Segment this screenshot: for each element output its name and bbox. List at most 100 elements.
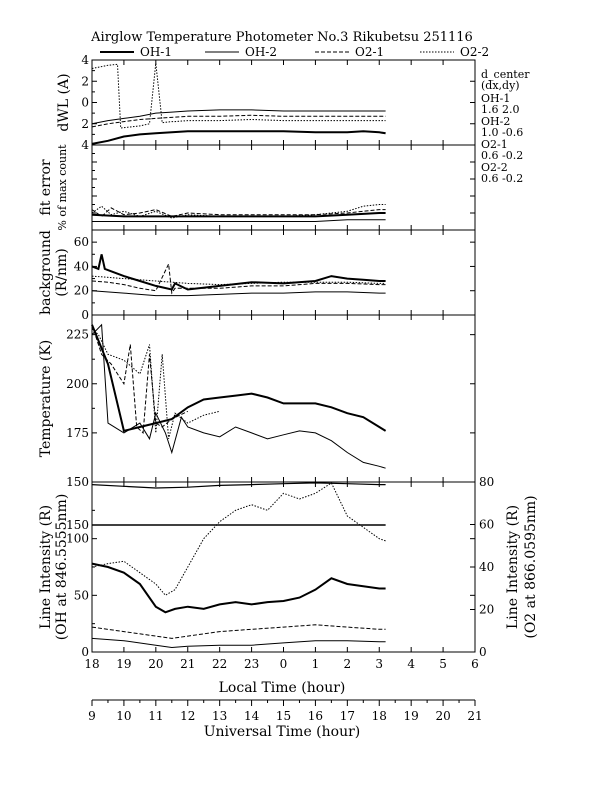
x-tick-label-local-7: 1 — [312, 657, 320, 671]
y-tick-label-intensity-1: 50 — [74, 588, 89, 602]
series-intensity-o22 — [91, 482, 386, 596]
side-info-value-2: 0.6 -0.2 — [481, 149, 523, 162]
y-tick-label-temp-2: 225 — [66, 328, 89, 342]
panel-temp: 175 200 225 Temperature (K) — [38, 314, 476, 483]
y-axis-label2-fit: % of max count — [56, 144, 69, 231]
x-tick-label-local-10: 4 — [407, 657, 415, 671]
y-tick-label-dwl-1: 2 — [81, 117, 89, 131]
series-bg-oh2 — [91, 290, 386, 297]
ut-tick-label-6: 15 — [276, 709, 291, 723]
ut-tick-label-5: 14 — [244, 709, 260, 723]
series-temp-o21 — [91, 324, 189, 434]
panel-frame-temp — [91, 314, 476, 483]
panel-frame-dwl — [91, 59, 476, 146]
y2-axis-label: Line Intensity (R) — [505, 505, 521, 629]
side-info-name-2: O2-1 — [481, 138, 508, 151]
x-tick-label-local-6: 0 — [280, 657, 288, 671]
universal-time-axis: 9 10 11 12 13 14 15 16 17 18 19 20 21 — [88, 699, 483, 723]
y-tick-label-dwl-2: 0 — [81, 96, 89, 110]
panel-dwl: 4 2 0 2 4 dWL (A) — [56, 53, 476, 152]
series-temp-o22 — [91, 328, 220, 439]
y-axis-label-intensity: Line Intensity (R) — [38, 505, 54, 629]
legend-entry-o21: O2-1 — [315, 45, 384, 59]
ut-tick-label-3: 12 — [180, 709, 195, 723]
series-bg-o21 — [91, 262, 386, 295]
series-oh1-upper — [91, 482, 386, 489]
intensity-marker-label: 150 — [66, 518, 89, 532]
series-dwl-o22 — [91, 63, 386, 129]
series-temp-oh1 — [91, 324, 387, 433]
side-info-header2: (dx,dy) — [481, 79, 520, 92]
legend-entry-oh1: OH-1 — [100, 45, 172, 59]
side-info-name-0: OH-1 — [481, 92, 510, 105]
ut-tick-label-7: 16 — [308, 709, 323, 723]
side-info-header: d_center — [481, 68, 530, 81]
legend-label-o21: O2-1 — [355, 45, 384, 59]
y2-tick-label-4: 80 — [479, 475, 494, 489]
series-intensity-oh2 — [91, 637, 386, 649]
ut-tick-label-2: 11 — [148, 709, 163, 723]
ut-tick-label-9: 18 — [372, 709, 387, 723]
y-axis-label-fit: fit error — [38, 159, 54, 216]
y-tick-label-dwl-4: 4 — [81, 53, 89, 67]
series-bg-oh1 — [91, 254, 386, 291]
x-tick-label-local-1: 19 — [116, 657, 131, 671]
y-tick-label-bg-3: 60 — [74, 235, 89, 249]
ut-tick-label-12: 21 — [467, 709, 482, 723]
ut-tick-label-11: 20 — [435, 709, 450, 723]
series-dwl-oh1 — [91, 130, 386, 145]
series-fit-o22 — [91, 204, 386, 219]
y-axis-label-dwl: dWL (A) — [56, 73, 72, 131]
x-axis-label-local-time: Local Time (hour) — [219, 680, 346, 696]
y2-tick-label-1: 20 — [479, 603, 494, 617]
side-info-name-1: OH-2 — [481, 115, 510, 128]
series-fit-o21 — [91, 207, 386, 218]
legend-label-oh1: OH-1 — [140, 45, 172, 59]
x-tick-label-local-11: 5 — [439, 657, 447, 671]
ut-tick-label-10: 19 — [404, 709, 419, 723]
legend-entry-oh2: OH-2 — [205, 45, 277, 59]
ut-tick-label-8: 17 — [340, 709, 355, 723]
y-tick-label-bg-0: 0 — [81, 308, 89, 322]
legend-entry-o22: O2-2 — [420, 45, 489, 59]
chart-title: Airglow Temperature Photometer No.3 Riku… — [90, 30, 473, 45]
y-tick-label-bg-2: 40 — [74, 259, 89, 273]
series-bg-o22 — [91, 275, 386, 286]
y-axis-label-temp: Temperature (K) — [38, 340, 54, 458]
series-fit-oh2 — [92, 219, 386, 222]
x-tick-label-local-5: 23 — [244, 657, 259, 671]
series-dwl-oh2 — [91, 109, 386, 125]
y2-tick-label-3: 60 — [479, 518, 494, 532]
series-temp-oh2 — [91, 323, 386, 469]
x-tick-label-local-3: 21 — [180, 657, 195, 671]
series-intensity-o21 — [91, 624, 386, 639]
x-tick-label-local-2: 20 — [148, 657, 163, 671]
legend: OH-1 OH-2 O2-1 O2-2 — [100, 45, 489, 59]
ut-tick-label-0: 9 — [88, 709, 96, 723]
legend-label-o22: O2-2 — [460, 45, 489, 59]
ut-tick-label-1: 10 — [116, 709, 131, 723]
panel-frame-intensity — [91, 481, 476, 653]
y-tick-label-bg-1: 20 — [74, 284, 89, 298]
x-tick-label-local-8: 2 — [344, 657, 352, 671]
x-tick-label-local-12: 6 — [471, 657, 479, 671]
y-axis-label-bg: background — [38, 230, 54, 315]
y-axis-label2-intensity: (OH at 846.5555nm) — [54, 494, 70, 641]
y-tick-label-intensity-2: 100 — [66, 532, 89, 546]
panel-frame-bg — [91, 229, 476, 316]
x-tick-label-local-0: 18 — [84, 657, 99, 671]
side-info-name-3: O2-2 — [481, 161, 508, 174]
side-info-value-0: 1.6 2.0 — [481, 103, 519, 116]
side-info-value-1: 1.0 -0.6 — [481, 126, 523, 139]
y-tick-label-temp-0: 175 — [66, 426, 89, 440]
y-tick-label-intensity-3: 150 — [66, 475, 89, 489]
y-tick-label-dwl-3: 2 — [81, 74, 89, 88]
y2-tick-label-2: 40 — [479, 560, 494, 574]
y-tick-label-dwl-0: 4 — [81, 138, 89, 152]
x-tick-label-local-4: 22 — [212, 657, 227, 671]
y-tick-label-temp-1: 200 — [66, 377, 89, 391]
legend-label-oh2: OH-2 — [245, 45, 277, 59]
ut-tick-label-4: 13 — [212, 709, 227, 723]
